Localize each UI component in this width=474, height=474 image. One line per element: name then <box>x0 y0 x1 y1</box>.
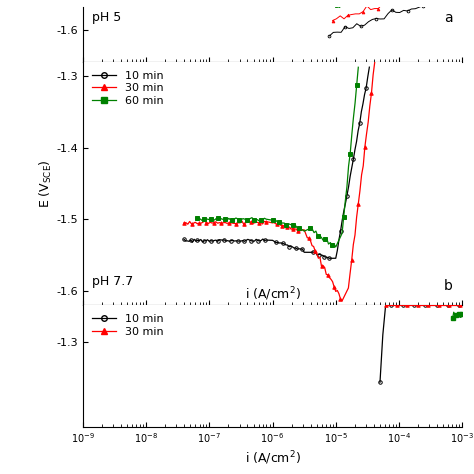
10 min <box>235 238 241 244</box>
60 min <box>210 217 216 222</box>
60 min <box>356 64 361 70</box>
Y-axis label: E ($\mathrm{V_{SCE}}$): E ($\mathrm{V_{SCE}}$) <box>37 159 54 208</box>
Text: pH 5: pH 5 <box>92 11 122 25</box>
Text: pH 7.7: pH 7.7 <box>92 275 134 289</box>
Text: i (A/cm$^2$): i (A/cm$^2$) <box>245 285 301 302</box>
10 min <box>327 255 332 261</box>
30 min <box>339 298 345 304</box>
Legend: 10 min, 30 min, 60 min: 10 min, 30 min, 60 min <box>89 67 167 109</box>
10 min <box>321 254 327 259</box>
60 min <box>317 233 322 239</box>
10 min <box>349 165 355 171</box>
30 min <box>241 221 246 227</box>
Line: 60 min: 60 min <box>195 65 360 249</box>
30 min <box>317 255 323 260</box>
60 min <box>194 215 200 220</box>
X-axis label: i (A/cm$^2$): i (A/cm$^2$) <box>245 449 301 467</box>
Line: 30 min: 30 min <box>182 60 376 302</box>
30 min <box>372 59 378 65</box>
Text: b: b <box>444 279 453 293</box>
30 min <box>333 289 338 294</box>
10 min <box>357 120 363 126</box>
Legend: 10 min, 30 min: 10 min, 30 min <box>89 310 167 340</box>
30 min <box>354 214 359 220</box>
30 min <box>325 272 331 278</box>
60 min <box>272 216 277 222</box>
60 min <box>333 244 338 250</box>
Text: a: a <box>444 11 453 26</box>
60 min <box>329 243 335 248</box>
10 min <box>181 237 187 242</box>
10 min <box>314 253 320 258</box>
10 min <box>335 247 340 253</box>
30 min <box>181 220 187 226</box>
60 min <box>198 216 203 222</box>
Line: 10 min: 10 min <box>182 65 371 260</box>
10 min <box>366 64 372 70</box>
30 min <box>362 144 368 150</box>
60 min <box>201 217 207 222</box>
